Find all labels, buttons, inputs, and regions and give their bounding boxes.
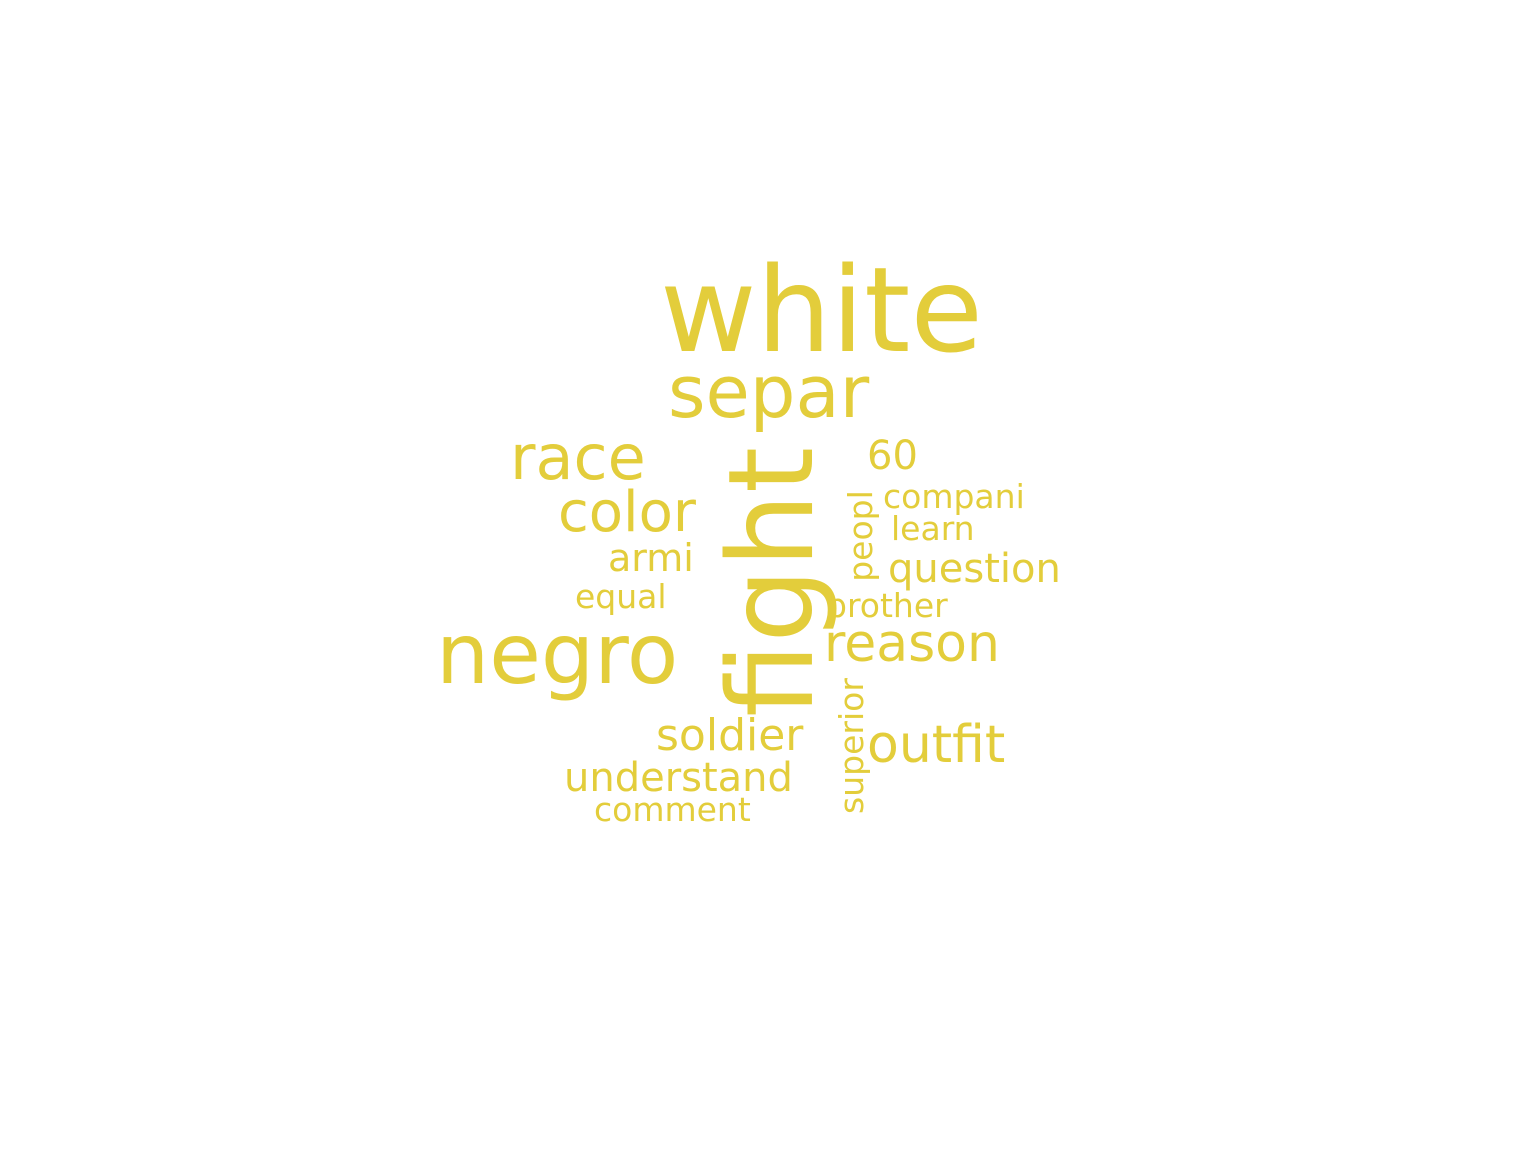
word-compani: compani (883, 477, 1025, 516)
word-equal: equal (575, 577, 667, 616)
word-color: color (558, 480, 696, 545)
word-peopl: peopl (841, 490, 880, 582)
word-outfit: outfit (867, 715, 1006, 775)
word-separ: separ (668, 350, 870, 434)
word-learn: learn (891, 509, 975, 548)
word-soldier: soldier (656, 710, 804, 761)
word-comment: comment (594, 790, 751, 829)
word-fight: fight (702, 446, 840, 718)
word-understand: understand (564, 755, 793, 801)
word-negro: negro (436, 605, 679, 703)
word-armi: armi (608, 536, 694, 580)
word-reason: reason (824, 614, 1000, 674)
word-question: question (888, 546, 1061, 592)
word-60: 60 (867, 433, 918, 479)
word-white: white (660, 241, 983, 379)
word-race: race (510, 421, 646, 494)
word-superior: superior (832, 678, 871, 814)
word-brother: brother (826, 586, 948, 625)
